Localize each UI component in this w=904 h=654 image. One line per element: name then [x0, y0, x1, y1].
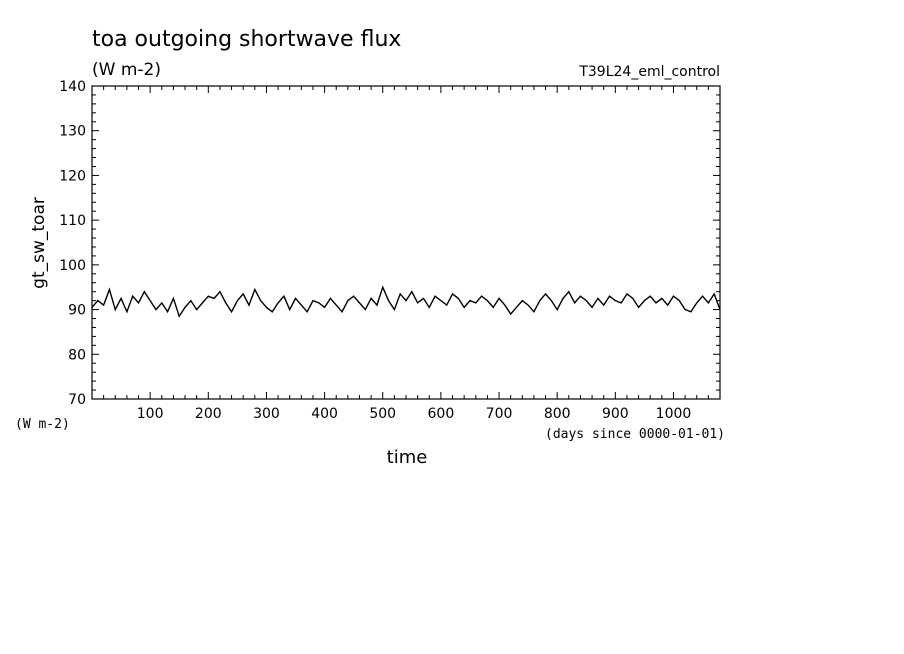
y-tick-label: 90	[68, 303, 86, 319]
y-tick-label: 70	[68, 392, 86, 408]
x-tick-label: 400	[311, 406, 338, 422]
experiment-label: T39L24_eml_control	[578, 64, 720, 80]
y-unit-label: (W m-2)	[15, 417, 70, 432]
plot-frame	[91, 85, 721, 400]
x-tick-label: 500	[369, 406, 396, 422]
x-tick-label: 1000	[656, 406, 692, 422]
y-tick-label: 110	[59, 213, 86, 229]
series-line	[91, 285, 721, 318]
x-tick-label: 600	[428, 406, 455, 422]
axis-ticks	[92, 85, 720, 400]
x-unit-label: (days since 0000-01-01)	[545, 427, 725, 442]
y-tick-label: 100	[59, 258, 86, 274]
x-tick-label: 800	[544, 406, 571, 422]
chart-subtitle: (W m-2)	[92, 60, 161, 80]
y-tick-label: 80	[68, 347, 86, 363]
x-tick-label: 700	[486, 406, 513, 422]
x-tick-label: 100	[137, 406, 164, 422]
y-tick-label: 130	[59, 124, 86, 140]
y-tick-label: 140	[59, 79, 86, 95]
x-tick-label: 900	[602, 406, 629, 422]
y-tick-label: 120	[59, 168, 86, 184]
y-axis-label: gt_sw_toar	[29, 197, 49, 289]
chart-title: toa outgoing shortwave flux	[92, 27, 401, 52]
tick-labels: 70 80 90 100 110 120 130 140 100 200 300 400 500 600 7…	[59, 79, 691, 422]
x-tick-label: 200	[195, 406, 222, 422]
x-axis-label: time	[387, 447, 428, 468]
x-tick-label: 300	[253, 406, 280, 422]
